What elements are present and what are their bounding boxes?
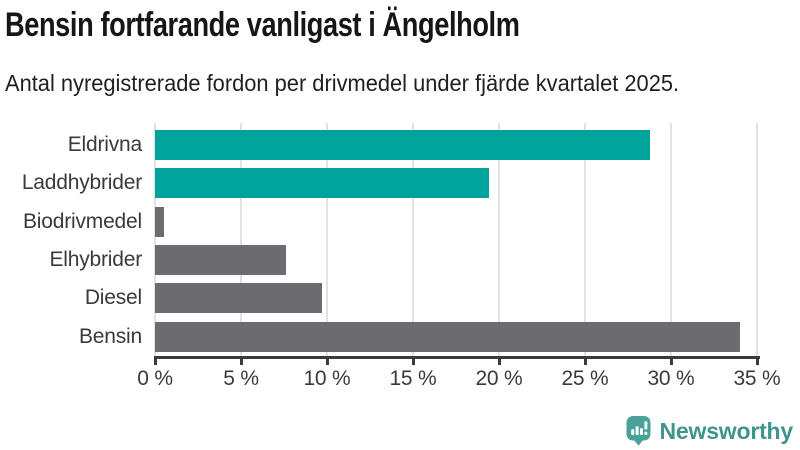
gridline-10 [326,123,328,356]
bar-eldrivna [155,130,651,161]
category-label-bensin: Bensin [78,324,142,348]
category-label-elhybrider: Elhybrider [49,248,142,272]
bar-bensin [155,321,740,352]
category-label-diesel: Diesel [84,286,142,310]
gridline-25 [584,123,586,356]
chart-title: Bensin fortfarande vanligast i Ängelholm [5,6,520,44]
x-tick-5 [239,359,243,365]
x-axis-line [154,356,760,359]
newsworthy-logo: Newsworthy [626,416,793,446]
x-tick-label-20: 20 % [475,367,523,390]
bar-row-biodrivmedel: Biodrivmedel [0,203,757,241]
category-label-eldrivna: Eldrivna [67,133,142,157]
bar-row-bensin: Bensin [0,318,757,356]
gridline-30 [670,123,672,356]
x-tick-0 [153,359,157,365]
bar-row-eldrivna: Eldrivna [0,126,757,164]
x-tick-25 [583,359,587,365]
bar-row-elhybrider: Elhybrider [0,241,757,279]
gridline-15 [412,123,414,356]
x-tick-label-35: 35 % [733,367,781,390]
chart-subtitle: Antal nyregistrerade fordon per drivmede… [5,70,680,96]
gridline-20 [498,123,500,356]
bar-elhybrider [155,245,286,276]
category-label-biodrivmedel: Biodrivmedel [23,209,142,233]
bar-track-bensin [155,321,757,352]
bar-row-laddhybrider: Laddhybrider [0,164,757,202]
x-tick-20 [497,359,501,365]
x-tick-label-0: 0 % [137,367,173,390]
bar-diesel [155,283,322,314]
x-tick-35 [755,359,759,365]
x-tick-15 [411,359,415,365]
bar-track-eldrivna [155,130,757,161]
bar-track-diesel [155,283,757,314]
bar-track-laddhybrider [155,168,757,199]
bar-biodrivmedel [155,206,164,237]
gridline-35 [756,123,758,356]
bar-row-diesel: Diesel [0,279,757,317]
bar-track-elhybrider [155,245,757,276]
bar-laddhybrider [155,168,489,199]
x-tick-label-30: 30 % [647,367,695,390]
x-tick-30 [669,359,673,365]
category-label-laddhybrider: Laddhybrider [21,171,142,195]
bar-track-biodrivmedel [155,206,757,237]
gridline-5 [240,123,242,356]
x-tick-10 [325,359,329,365]
newsworthy-chart-bubble-icon [626,416,651,446]
x-tick-label-5: 5 % [223,367,259,390]
x-tick-label-25: 25 % [561,367,609,390]
x-tick-label-15: 15 % [389,367,437,390]
newsworthy-wordmark: Newsworthy [659,417,794,444]
bar-rows: Eldrivna Laddhybrider Biodrivmedel Elhybrid… [0,126,757,356]
gridline-0 [154,123,156,356]
x-tick-label-10: 10 % [303,367,351,390]
